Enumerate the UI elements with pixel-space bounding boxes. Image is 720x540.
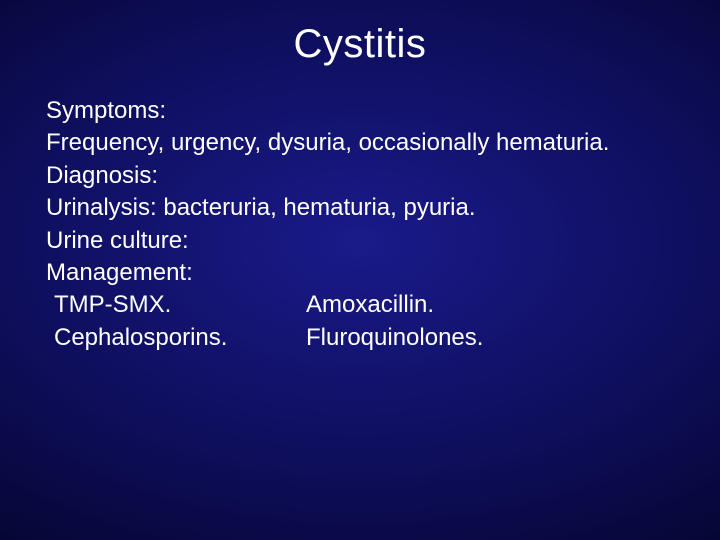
med-amoxacillin: Amoxacillin. (306, 289, 680, 321)
slide: Cystitis Symptoms: Frequency, urgency, d… (0, 0, 720, 540)
med-row-2: Cephalosporins. Fluroquinolones. (46, 322, 680, 354)
med-fluroquinolones: Fluroquinolones. (306, 322, 680, 354)
slide-body: Symptoms: Frequency, urgency, dysuria, o… (0, 95, 720, 354)
line-symptoms-heading: Symptoms: (46, 95, 680, 127)
slide-title: Cystitis (0, 0, 720, 95)
line-urinalysis: Urinalysis: bacteruria, hematuria, pyuri… (46, 192, 680, 224)
line-symptoms-detail: Frequency, urgency, dysuria, occasionall… (46, 127, 680, 159)
line-diagnosis-heading: Diagnosis: (46, 160, 680, 192)
med-tmp-smx: TMP-SMX. (46, 289, 306, 321)
line-urine-culture: Urine culture: (46, 225, 680, 257)
med-cephalosporins: Cephalosporins. (46, 322, 306, 354)
line-management-heading: Management: (46, 257, 680, 289)
med-row-1: TMP-SMX. Amoxacillin. (46, 289, 680, 321)
